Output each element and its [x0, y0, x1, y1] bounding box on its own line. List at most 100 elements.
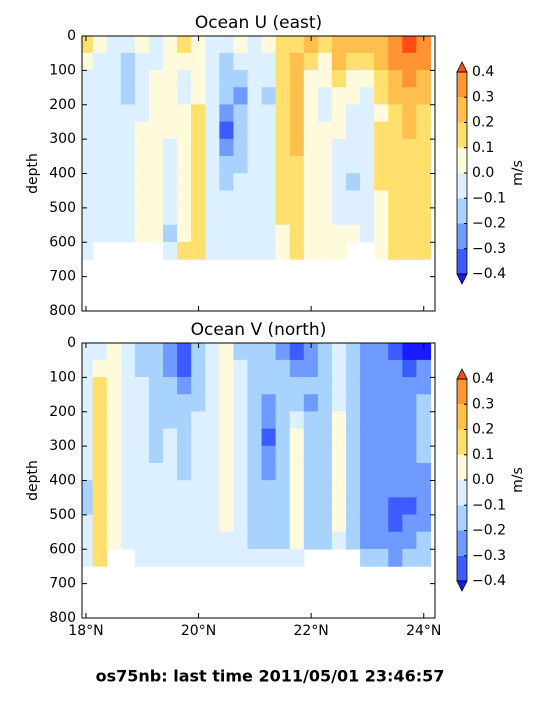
field-cell — [402, 190, 418, 209]
field-cell — [148, 156, 164, 174]
colorbar-tick-label: −0.3 — [472, 241, 506, 257]
field-cell — [134, 394, 150, 413]
field-cell — [275, 480, 291, 498]
field-cell — [331, 52, 347, 71]
field-cell — [261, 138, 277, 157]
field-cell — [303, 359, 319, 378]
field-cell — [360, 548, 375, 567]
field-cell — [134, 445, 150, 464]
colorbar-band — [457, 198, 467, 224]
field-cell — [346, 190, 361, 209]
field-cell — [317, 207, 333, 226]
y-tick-label: 700 — [49, 269, 76, 285]
field-cell — [219, 359, 235, 378]
field-cell — [247, 377, 263, 395]
field-cell — [275, 514, 291, 533]
field-cell — [233, 138, 249, 157]
field-cell — [360, 52, 375, 71]
field-cell — [416, 497, 432, 516]
field-cell — [275, 52, 291, 71]
field-cell — [388, 70, 403, 88]
field-cell — [275, 121, 291, 140]
field-cell — [177, 173, 192, 191]
field-cell — [120, 70, 136, 88]
field-cell — [177, 411, 192, 430]
field-cell — [205, 497, 220, 516]
field-cell — [275, 241, 291, 260]
field-cell — [331, 173, 347, 191]
field-cell — [106, 156, 122, 174]
field-cell — [191, 190, 206, 209]
field — [82, 36, 432, 260]
x-tick-label: 22°N — [293, 623, 328, 639]
field-cell — [346, 121, 361, 140]
field-cell — [92, 173, 108, 191]
field-cell — [134, 343, 150, 361]
field-cell — [247, 224, 263, 243]
field-cell — [388, 138, 403, 157]
field-cell — [247, 156, 263, 174]
field-cell — [261, 207, 277, 226]
field-cell — [120, 514, 136, 533]
field-cell — [233, 411, 249, 430]
y-tick-label: 100 — [49, 62, 76, 78]
field-cell — [360, 359, 375, 378]
field-cell — [191, 156, 206, 174]
field-cell — [402, 359, 418, 378]
field-cell — [275, 224, 291, 243]
field-cell — [106, 377, 122, 395]
field-cell — [416, 463, 432, 481]
field-cell — [191, 445, 206, 464]
field-cell — [233, 207, 249, 226]
field-cell — [317, 531, 333, 550]
field-cell — [106, 52, 122, 71]
field-cell — [374, 207, 389, 226]
field-cell — [219, 241, 235, 260]
field-cell — [388, 52, 403, 71]
field-cell — [177, 445, 192, 464]
field-cell — [360, 104, 375, 123]
field-cell — [148, 36, 164, 54]
field-cell — [374, 514, 389, 533]
field-cell — [134, 138, 150, 157]
colorbar-band — [457, 147, 467, 173]
field-cell — [92, 445, 108, 464]
field-cell — [402, 173, 418, 191]
colorbar-band — [457, 72, 467, 98]
field-cell — [402, 480, 418, 498]
field-cell — [331, 411, 347, 430]
colorbar-tick-label: 0.2 — [472, 115, 494, 131]
field-cell — [219, 70, 235, 88]
field-cell — [247, 497, 263, 516]
field-cell — [346, 359, 361, 378]
field-cell — [191, 411, 206, 430]
field-cell — [177, 463, 192, 481]
field-cell — [346, 497, 361, 516]
field-cell — [402, 394, 418, 413]
field-cell — [177, 121, 192, 140]
footer: os75nb: last time 2011/05/01 23:46:57 — [96, 667, 445, 686]
colorbar-label: m/s — [510, 160, 526, 186]
field-cell — [177, 343, 192, 361]
field-cell — [120, 394, 136, 413]
field-cell — [289, 548, 305, 567]
field-cell — [233, 514, 249, 533]
field-cell — [346, 428, 361, 447]
field-cell — [219, 52, 235, 71]
field-cell — [177, 104, 192, 123]
field-cell — [106, 497, 122, 516]
field-cell — [416, 207, 432, 226]
field-cell — [261, 394, 277, 413]
field-cell — [346, 104, 361, 123]
field-cell — [134, 104, 150, 123]
field-cell — [360, 497, 375, 516]
field-cell — [331, 156, 347, 174]
field-cell — [303, 190, 319, 209]
field-cell — [374, 377, 389, 395]
field-cell — [303, 156, 319, 174]
field-cell — [360, 224, 375, 243]
field-cell — [374, 87, 389, 106]
field-cell — [346, 173, 361, 191]
field-cell — [303, 104, 319, 123]
field-cell — [92, 480, 108, 498]
